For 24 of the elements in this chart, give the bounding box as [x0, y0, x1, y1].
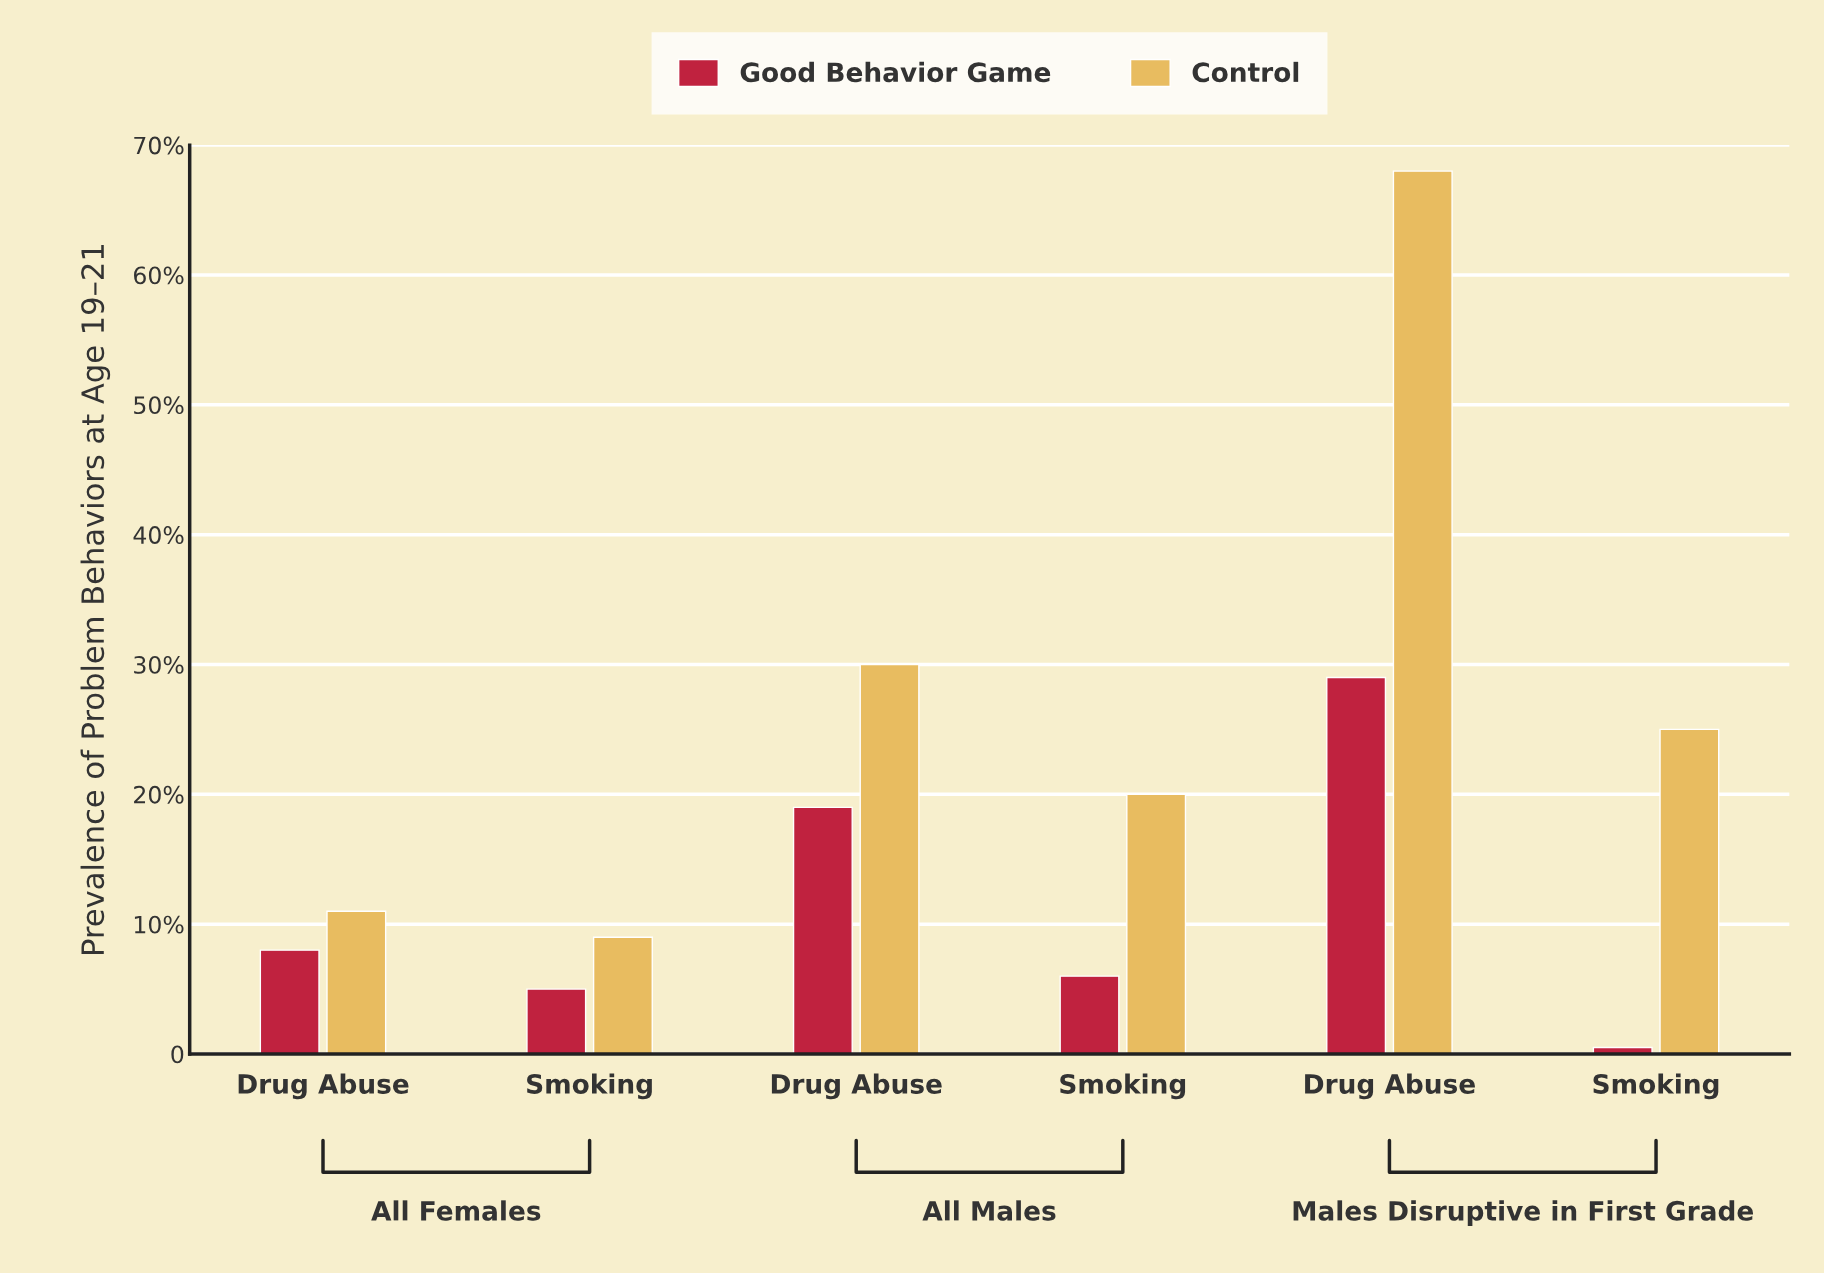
y-tick-label: 40% — [133, 526, 184, 544]
text: Males Disruptive in First Grade — [1293, 1200, 1753, 1226]
x-tick-label: Drug Abuse — [238, 1073, 409, 1100]
y-tick-label: 20% — [134, 785, 184, 804]
text: All Males — [922, 1200, 1056, 1221]
bar — [259, 949, 320, 1055]
y-tick-label: 30% — [134, 655, 184, 674]
x-tick-label: Smoking — [1593, 1073, 1719, 1100]
y-tick-label: 50% — [134, 396, 184, 415]
legend-label: Good Behavior Game — [740, 61, 1051, 83]
y-tick-label: 10% — [134, 915, 184, 934]
y-axis-title: Prevalence of Problem Behaviors at Age 19–21 — [80, 245, 111, 954]
text: All Females — [371, 1200, 541, 1221]
x-tick-label: Smoking — [1060, 1073, 1186, 1100]
x-tick-label: Drug Abuse — [771, 1073, 942, 1100]
bar — [526, 988, 587, 1055]
bar — [592, 936, 653, 1055]
bar — [1059, 975, 1120, 1055]
legend-label: Control — [1192, 61, 1299, 83]
y-tick-label: 60% — [134, 266, 184, 285]
y-tick-label: 0 — [171, 1045, 184, 1064]
x-tick-label: Drug Abuse — [1305, 1073, 1475, 1100]
x-tick-label: Smoking — [527, 1073, 652, 1100]
y-tick-label: 70% — [134, 136, 184, 155]
